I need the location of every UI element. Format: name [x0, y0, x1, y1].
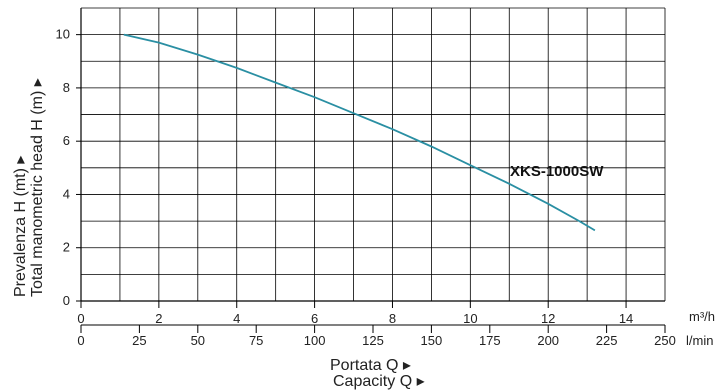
x-tick-label-m3h: 6 [311, 311, 318, 326]
series-line-xks-1000sw [123, 33, 596, 232]
x-tick-label-lmin: 200 [537, 333, 559, 348]
y-tick-label: 10 [56, 27, 70, 42]
y-axis-title-it: Prevalenza H (mt) ▸ [12, 156, 29, 297]
series-label-xks-1000sw: XKS-1000SW [510, 163, 604, 180]
x-axis-title-en: Capacity Q ▸ [333, 373, 425, 390]
x-tick-label-lmin: 250 [654, 333, 676, 348]
x-tick-label-lmin: 100 [304, 333, 326, 348]
x-tick-label-lmin: 50 [191, 333, 205, 348]
x-tick-label-m3h: 4 [233, 311, 240, 326]
x-tick-label-lmin: 0 [77, 333, 84, 348]
x-tick-label-lmin: 25 [132, 333, 146, 348]
y-tick-label: 8 [63, 80, 70, 95]
x-tick-label-m3h: 2 [155, 311, 162, 326]
y-tick-label: 6 [63, 133, 70, 148]
x-tick-label-m3h: 0 [77, 311, 84, 326]
x-tick-label-m3h: 12 [541, 311, 555, 326]
x-unit-primary: m³/h [689, 309, 715, 324]
x-tick-label-m3h: 8 [389, 311, 396, 326]
x-axis-title-it: Portata Q ▸ [330, 357, 411, 374]
chart-grid [80, 7, 666, 302]
x-unit-secondary: l/min [686, 333, 713, 348]
x-tick-label-lmin: 125 [362, 333, 384, 348]
x-tick-label-lmin: 75 [249, 333, 263, 348]
y-axis-title-en: Total manometric head H (m) ▸ [29, 78, 46, 297]
y-tick-label: 2 [63, 240, 70, 255]
y-tick-label: 4 [63, 186, 70, 201]
x-tick-label-lmin: 175 [479, 333, 501, 348]
x-tick-label-lmin: 150 [421, 333, 443, 348]
x-tick-label-m3h: 10 [463, 311, 477, 326]
y-tick-label: 0 [63, 293, 70, 308]
x-tick-label-lmin: 225 [596, 333, 618, 348]
x-tick-label-m3h: 14 [619, 311, 633, 326]
